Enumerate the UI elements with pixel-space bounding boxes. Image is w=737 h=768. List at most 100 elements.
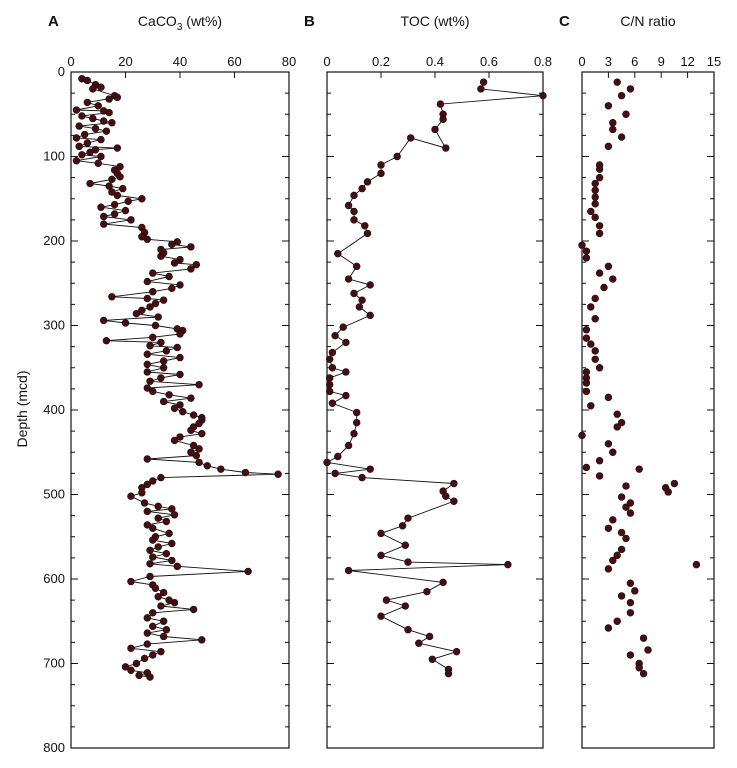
y-tick-label: 300 xyxy=(43,318,65,333)
data-point xyxy=(176,255,184,264)
data-point xyxy=(154,313,162,321)
data-point xyxy=(132,659,141,668)
data-point xyxy=(89,85,97,93)
data-point xyxy=(146,377,154,385)
panel-letter: C xyxy=(559,13,570,30)
data-point xyxy=(334,249,342,258)
data-point xyxy=(154,543,162,551)
data-point xyxy=(105,182,113,190)
data-point xyxy=(344,566,353,575)
data-point xyxy=(121,319,130,327)
data-point xyxy=(176,353,184,362)
data-point xyxy=(151,584,160,592)
data-point xyxy=(339,323,347,331)
data-point xyxy=(94,159,102,167)
data-point xyxy=(604,524,613,532)
panel-title-subscript: 3 xyxy=(177,22,183,33)
data-point xyxy=(146,342,154,350)
data-point xyxy=(149,609,157,617)
data-point xyxy=(127,492,135,500)
data-point xyxy=(105,108,113,117)
data-point xyxy=(591,186,599,195)
data-point xyxy=(326,355,334,363)
y-tick-label: 700 xyxy=(43,656,65,671)
data-point xyxy=(639,669,648,678)
data-point xyxy=(377,161,385,169)
data-point xyxy=(168,556,176,565)
data-point xyxy=(377,529,385,538)
data-point xyxy=(151,321,160,330)
data-point xyxy=(664,488,672,496)
data-point xyxy=(591,193,599,201)
data-point xyxy=(582,379,591,387)
x-tick-label: 0.2 xyxy=(372,54,390,69)
data-point xyxy=(159,357,168,365)
data-point xyxy=(613,617,621,625)
data-point xyxy=(121,663,130,671)
data-point xyxy=(99,316,108,325)
panel-title: CaCO3 (wt%) xyxy=(138,13,222,33)
data-point xyxy=(110,210,119,218)
data-point xyxy=(358,296,366,304)
data-point xyxy=(587,340,595,348)
data-point xyxy=(154,514,162,522)
data-point xyxy=(159,588,168,597)
data-point xyxy=(187,394,195,402)
data-point xyxy=(604,624,613,632)
data-point xyxy=(609,556,617,565)
data-point xyxy=(366,281,374,289)
data-point xyxy=(187,243,195,251)
data-point xyxy=(187,265,195,273)
data-point xyxy=(539,91,547,100)
data-point xyxy=(78,112,86,120)
data-point xyxy=(217,465,225,473)
panel-title-main: C/N ratio xyxy=(620,13,675,29)
data-point xyxy=(442,144,450,152)
data-point xyxy=(358,184,366,193)
data-point xyxy=(334,452,342,461)
data-point xyxy=(162,347,171,355)
data-point xyxy=(192,260,201,269)
x-tick-label: 0.8 xyxy=(534,54,552,69)
data-point xyxy=(149,269,157,277)
data-point xyxy=(644,646,652,654)
data-point xyxy=(102,127,111,135)
data-point xyxy=(157,647,165,656)
data-point xyxy=(127,666,135,674)
data-point xyxy=(428,655,436,663)
x-tick-label: 3 xyxy=(605,54,612,69)
data-point xyxy=(450,497,458,505)
data-point xyxy=(127,577,135,586)
data-point xyxy=(591,347,599,355)
data-point xyxy=(582,254,591,262)
data-point xyxy=(165,391,173,399)
data-point xyxy=(97,203,105,211)
data-point xyxy=(393,152,401,161)
data-point xyxy=(108,293,116,301)
data-point xyxy=(110,200,119,209)
data-point xyxy=(331,469,339,478)
data-point xyxy=(479,78,488,86)
data-point xyxy=(108,175,116,184)
data-point xyxy=(168,505,176,513)
data-point xyxy=(78,151,86,159)
data-point xyxy=(353,262,361,271)
data-point xyxy=(116,162,124,171)
data-point xyxy=(176,281,184,289)
data-point xyxy=(582,326,591,334)
data-point xyxy=(149,477,157,485)
data-point xyxy=(617,133,626,141)
data-point xyxy=(173,562,181,571)
data-point xyxy=(613,423,621,431)
panel-c: 0 3 6 9 12 15 C C/N ratio xyxy=(559,13,721,749)
data-point xyxy=(116,173,124,181)
data-point xyxy=(176,401,184,409)
x-tick-label: 20 xyxy=(118,54,132,69)
data-point xyxy=(342,391,350,400)
data-point xyxy=(244,567,252,576)
x-tick-label: 0 xyxy=(578,54,585,69)
data-point xyxy=(613,551,621,560)
data-point xyxy=(578,241,586,249)
data-point xyxy=(91,124,100,133)
